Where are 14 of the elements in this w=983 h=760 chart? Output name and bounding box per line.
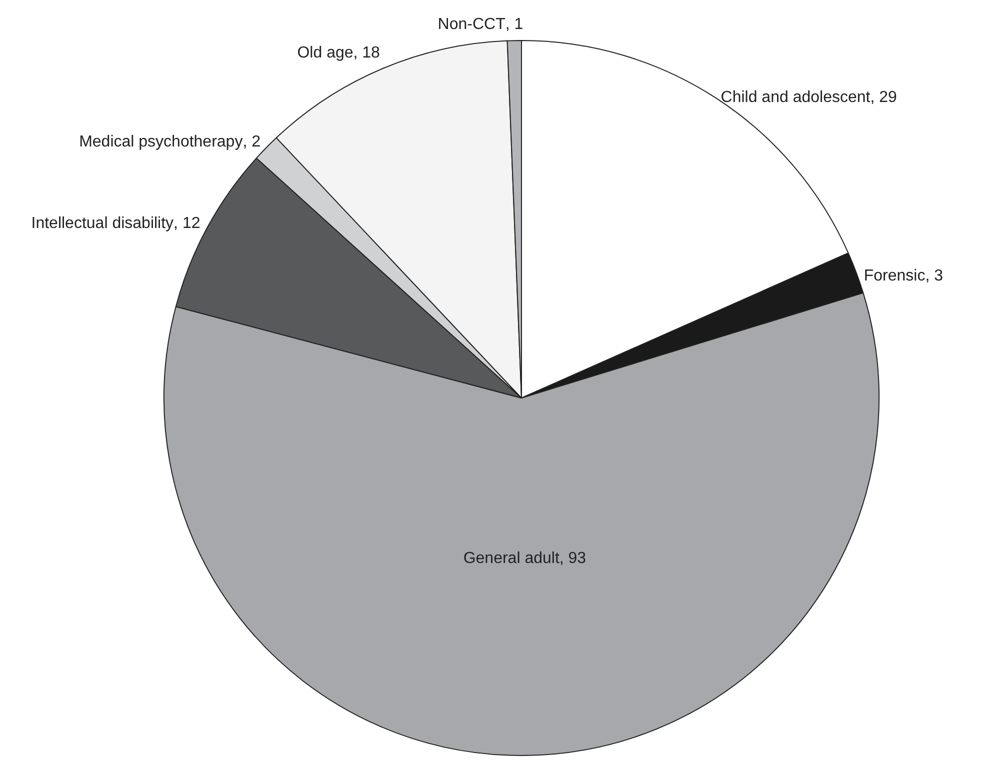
data-label: , 29 [870, 89, 897, 106]
data-label: , 1 [505, 16, 524, 33]
slice-label: Child and adolescent [720, 89, 871, 106]
data-label: , 18 [353, 44, 380, 62]
data-label: , 12 [174, 215, 200, 232]
slice-label: Forensic [864, 267, 926, 284]
slice-label: Intellectual disability [31, 215, 174, 232]
data-label: , 2 [242, 134, 261, 151]
slice-label: Medical psychotherapy [79, 134, 243, 151]
data-label: , 3 [925, 267, 944, 284]
slice-label: Old age [297, 44, 354, 62]
data-label: , 93 [559, 550, 586, 568]
slice-label: General adult [463, 550, 560, 568]
slice-label: Non-CCT [438, 16, 506, 33]
